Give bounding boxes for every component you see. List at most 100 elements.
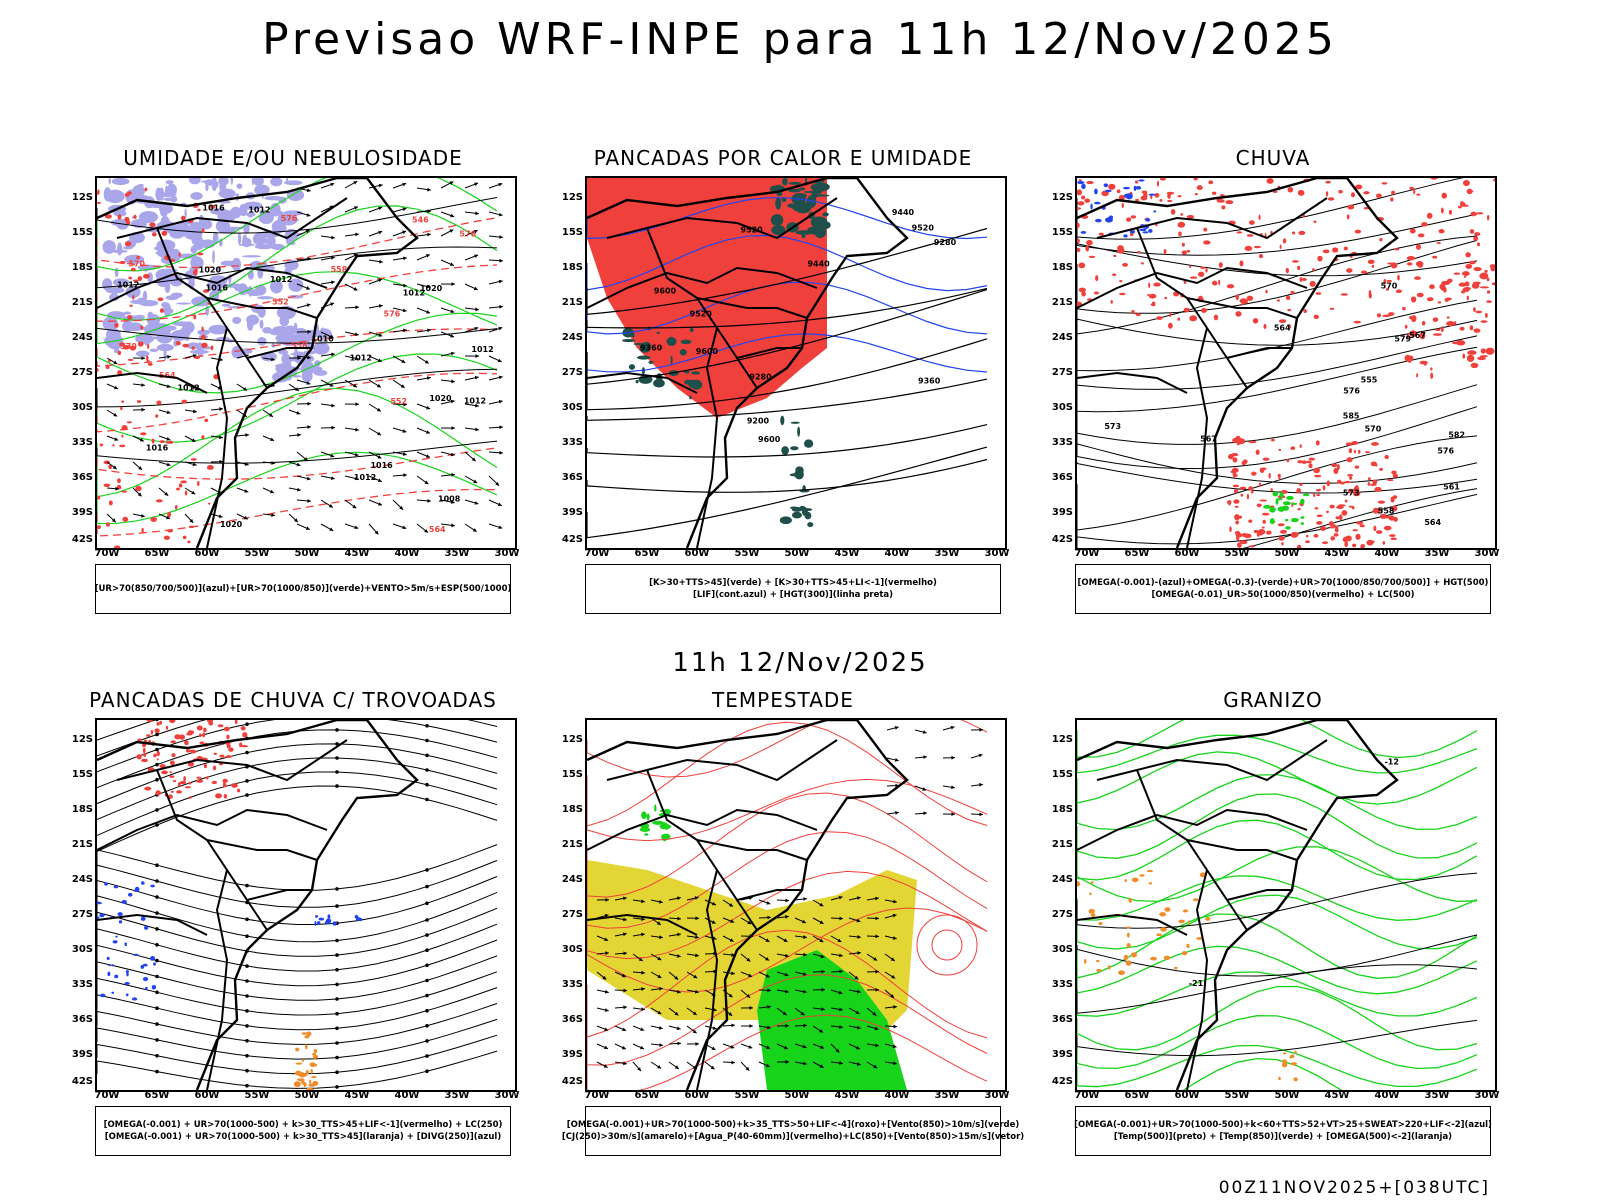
shaded-cell — [172, 779, 177, 783]
contour-line — [587, 458, 988, 493]
shaded-cell — [1421, 222, 1428, 227]
country-border — [1186, 839, 1298, 861]
wind-arrowhead — [767, 988, 771, 993]
wind-arrowhead — [450, 452, 455, 457]
contour-label: 558 — [291, 341, 308, 350]
shaded-cell — [1441, 192, 1448, 199]
shaded-cell — [97, 901, 101, 905]
shaded-cell — [222, 778, 228, 783]
shaded-cell — [1348, 448, 1353, 454]
latitude-tick-label: 18S — [561, 262, 583, 273]
shaded-cell — [1469, 325, 1474, 331]
shaded-cell — [1271, 438, 1275, 442]
contour-line — [587, 446, 988, 539]
longitude-tick-label: 40W — [884, 548, 910, 559]
longitude-tick-label: 30W — [494, 1090, 520, 1101]
contour-label: -12 — [1384, 757, 1398, 766]
shaded-cell — [1470, 211, 1477, 217]
streamline-arrow — [425, 797, 429, 802]
contour-label: 573 — [1343, 488, 1360, 497]
streamline-arrow — [155, 974, 159, 979]
shaded-cell — [156, 343, 174, 352]
shaded-cell — [1382, 540, 1386, 545]
shaded-cell — [1096, 959, 1100, 963]
shaded-cell — [135, 485, 142, 492]
shaded-cell — [1159, 912, 1167, 917]
shaded-cell — [1333, 533, 1339, 537]
latitude-tick-label: 27S — [71, 367, 93, 378]
wind-arrowhead — [402, 525, 407, 530]
legend-line: [OMEGA(-0.001) + UR>70(1000-500) + k>30_… — [104, 1132, 502, 1142]
latitude-tick-label: 36S — [71, 472, 93, 483]
shaded-cell — [661, 833, 671, 840]
streamline-arrow — [155, 732, 159, 737]
shaded-cell — [1436, 241, 1441, 244]
shaded-cell — [1354, 229, 1362, 234]
wind-arrowhead — [378, 333, 383, 337]
contour-line — [587, 792, 988, 898]
wind-arrowhead — [676, 954, 681, 958]
wind-arrowhead — [623, 1005, 627, 1010]
contour-label: 9520 — [912, 224, 935, 233]
shaded-cell — [197, 252, 204, 256]
shaded-cell — [313, 342, 330, 355]
shaded-cell — [1346, 268, 1353, 273]
wind-arrowhead — [475, 427, 479, 432]
shaded-cell — [123, 323, 142, 329]
wind-arrowhead — [747, 920, 752, 925]
shaded-cell — [108, 464, 112, 470]
wind-arrowhead — [112, 465, 117, 470]
shaded-cell — [1363, 191, 1370, 195]
wind-arrowhead — [875, 916, 879, 921]
shaded-cell — [1470, 362, 1479, 369]
shaded-cell — [1272, 491, 1279, 497]
wind-arrowhead — [305, 229, 310, 234]
country-border — [97, 371, 208, 394]
wind-arrowhead — [891, 974, 896, 979]
shaded-cell — [1480, 348, 1486, 354]
latitude-tick-label: 39S — [561, 507, 583, 518]
shaded-cell — [1291, 502, 1298, 505]
shaded-cell — [1077, 207, 1082, 210]
wind-arrowhead — [749, 1006, 753, 1010]
country-border — [696, 297, 808, 319]
shaded-cell — [122, 246, 133, 250]
wind-arrowhead — [604, 1027, 609, 1031]
latitude-tick-label: 18S — [1051, 804, 1073, 815]
wind-arrowhead — [785, 914, 789, 919]
shaded-cell — [1474, 232, 1481, 236]
contour-line — [587, 721, 988, 827]
shaded-cell — [1322, 249, 1330, 254]
shaded-cell — [1336, 464, 1340, 471]
shaded-cell — [274, 327, 288, 337]
shaded-cell — [1467, 350, 1477, 355]
shaded-cell — [122, 344, 130, 350]
wind-arrowhead — [402, 452, 407, 456]
shaded-cell — [1194, 192, 1198, 196]
longitude-tick-label: 50W — [294, 1090, 320, 1101]
wind-arrowhead — [166, 515, 171, 520]
shaded-cell — [1218, 262, 1223, 268]
wind-arrowhead — [821, 969, 825, 974]
shaded-cell — [1232, 484, 1240, 488]
wind-arrowhead — [164, 491, 169, 496]
shaded-cell — [160, 325, 177, 331]
shaded-cell — [1426, 297, 1434, 302]
shaded-cell — [149, 348, 159, 352]
wind-arrowhead — [893, 1024, 897, 1029]
contour-line — [1077, 971, 1478, 1017]
shaded-cell — [215, 793, 223, 799]
shaded-cell — [1462, 287, 1470, 292]
shaded-cell — [1135, 198, 1140, 202]
shaded-cell — [1285, 295, 1291, 300]
shaded-cell — [1463, 275, 1467, 278]
wind-arrowhead — [331, 425, 335, 430]
shaded-cell — [1248, 519, 1253, 523]
shaded-cell — [1153, 210, 1157, 213]
country-border — [1186, 869, 1209, 1090]
shaded-cell — [141, 758, 149, 763]
shaded-cell — [124, 942, 128, 947]
shaded-cell — [1301, 460, 1307, 464]
streamline-arrow — [425, 753, 429, 758]
shaded-cell — [1391, 505, 1398, 512]
